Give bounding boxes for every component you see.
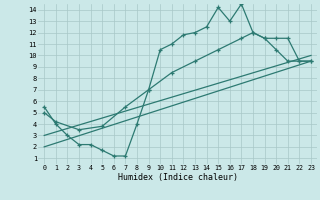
X-axis label: Humidex (Indice chaleur): Humidex (Indice chaleur) [118,173,238,182]
